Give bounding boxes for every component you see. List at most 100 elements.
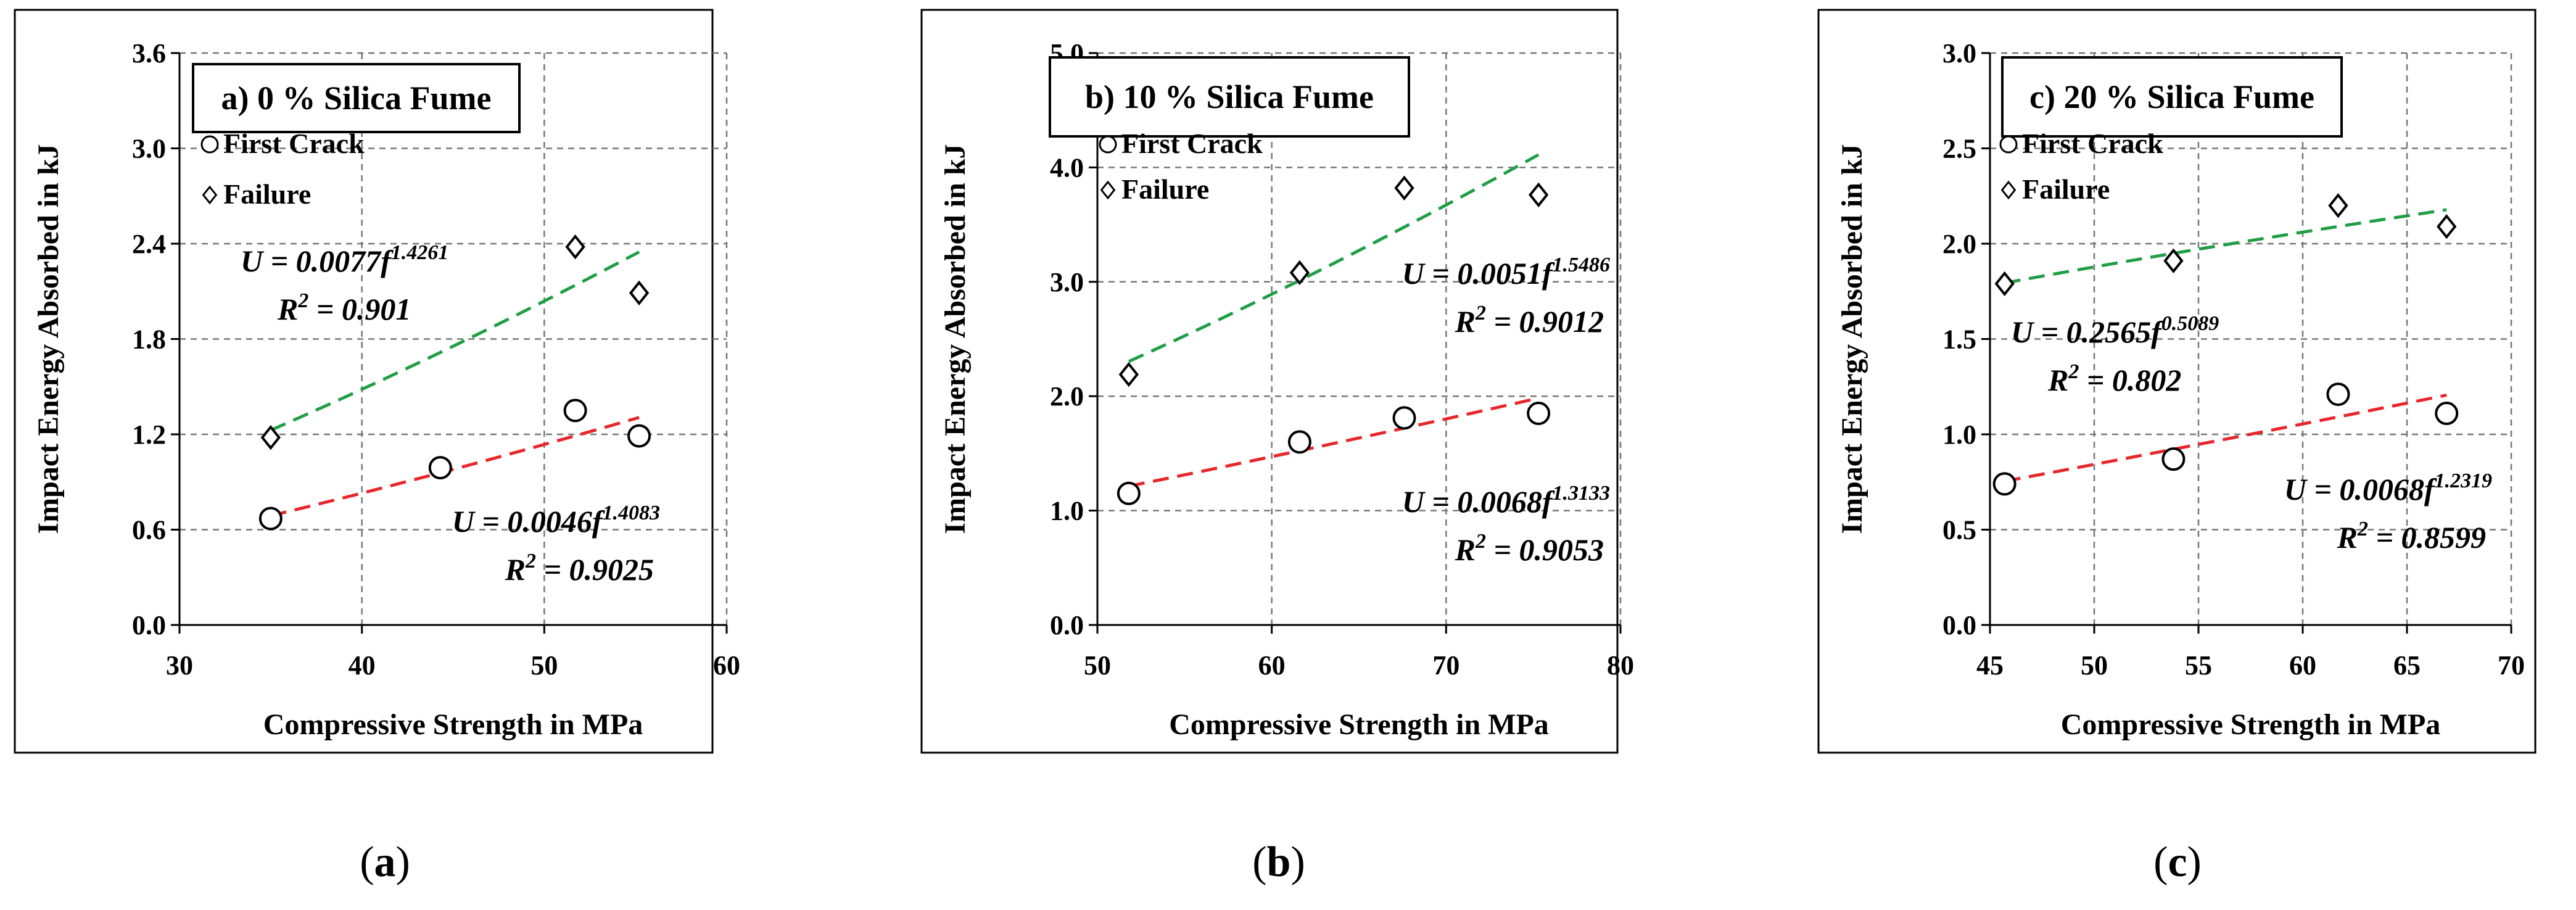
x-tick-label: 50 bbox=[2081, 650, 2108, 680]
y-tick-label: 3.0 bbox=[1050, 267, 1084, 297]
panel-title-box bbox=[192, 63, 521, 133]
x-axis-title: Compressive Strength in MPa bbox=[2061, 708, 2441, 741]
data-point bbox=[258, 507, 283, 531]
r-squared-first-crack: R2 = 0.8599 bbox=[2337, 518, 2486, 555]
y-tick-label: 0.5 bbox=[1942, 515, 1976, 545]
panel-title: a) 0 % Silica Fume bbox=[221, 80, 492, 117]
y-tick-label: 1.8 bbox=[132, 325, 166, 355]
x-tick-label: 50 bbox=[1084, 650, 1111, 680]
chart-frame bbox=[920, 9, 1619, 754]
legend-label-first-crack: First Crack bbox=[1121, 128, 1263, 159]
equation-failure: U = 0.0077f1.4261 bbox=[241, 241, 448, 278]
chart-frame bbox=[14, 9, 714, 754]
data-point bbox=[563, 399, 587, 423]
equation-first-crack: U = 0.0068f1.3133 bbox=[1402, 482, 1610, 519]
panel-title: b) 10 % Silica Fume bbox=[1085, 78, 1374, 115]
series-first-crack bbox=[258, 399, 651, 531]
data-point bbox=[2437, 213, 2457, 239]
legend-diamond-icon bbox=[1100, 180, 1116, 200]
y-tick-label: 3.6 bbox=[132, 38, 166, 68]
series-failure bbox=[1994, 192, 2457, 297]
legend-label-first-crack: First Crack bbox=[223, 128, 365, 159]
equation-first-crack: U = 0.0046f1.4083 bbox=[452, 502, 660, 539]
r-squared-failure: R2 = 0.9012 bbox=[1455, 302, 1604, 339]
x-tick-label: 30 bbox=[166, 650, 193, 680]
y-tick-label: 1.2 bbox=[132, 420, 166, 450]
y-tick-label: 2.0 bbox=[1942, 229, 1976, 259]
x-axis-title: Compressive Strength in MPa bbox=[1169, 708, 1549, 741]
legend-diamond-icon bbox=[2000, 180, 2017, 200]
data-point bbox=[1289, 260, 1310, 286]
data-point bbox=[1528, 182, 1549, 208]
data-point bbox=[565, 234, 585, 260]
equation-failure: U = 0.2565f0.5089 bbox=[2011, 312, 2219, 349]
r-squared-first-crack: R2 = 0.9053 bbox=[1455, 530, 1604, 567]
y-tick-label: 1.5 bbox=[1942, 325, 1976, 355]
x-tick-label: 55 bbox=[2185, 650, 2212, 680]
r-squared-failure: R2 = 0.901 bbox=[277, 289, 411, 326]
x-tick-label: 70 bbox=[2498, 650, 2525, 680]
data-point bbox=[1392, 406, 1416, 430]
equation-failure: U = 0.0051f1.5486 bbox=[1402, 254, 1610, 291]
data-point bbox=[2328, 192, 2348, 218]
charts-root: 0.0 0.6 1.2 1.8 2.4 3.0 3.6 30 40 50 60 Compressive… bbox=[14, 9, 2537, 886]
trendline-first-crack bbox=[1128, 396, 1539, 488]
trendline-failure bbox=[2004, 208, 2447, 285]
panel-caption: (a) bbox=[360, 838, 410, 886]
series-failure bbox=[260, 234, 650, 450]
y-tick-label: 2.0 bbox=[1050, 381, 1084, 412]
data-point bbox=[2326, 383, 2350, 407]
data-point bbox=[1287, 430, 1311, 454]
data-point bbox=[627, 424, 651, 448]
trendline-first-crack bbox=[2004, 393, 2447, 483]
x-tick-label: 60 bbox=[2289, 650, 2316, 680]
chart-panel-2: 0.0 0.5 1.0 1.5 2.0 2.5 3.0 45 50 55 60 65 70 Compres… bbox=[1817, 9, 2537, 886]
series-first-crack bbox=[1992, 383, 2459, 496]
x-tick-label: 60 bbox=[713, 650, 740, 680]
legend-circle-icon bbox=[1999, 135, 2018, 154]
trendline-first-crack bbox=[270, 416, 640, 518]
equation-first-crack: U = 0.0068f1.2319 bbox=[2284, 469, 2492, 507]
panel-caption: (b) bbox=[1252, 838, 1305, 886]
data-point bbox=[2161, 447, 2186, 471]
data-point bbox=[260, 424, 281, 450]
y-tick-label: 0.0 bbox=[132, 610, 166, 640]
y-tick-label: 1.0 bbox=[1050, 496, 1084, 526]
y-axis-title: Impact Energy Absorbed in kJ bbox=[1836, 144, 1868, 534]
data-point bbox=[629, 280, 650, 306]
x-tick-label: 70 bbox=[1432, 650, 1459, 680]
x-tick-label: 40 bbox=[349, 650, 376, 680]
x-axis-title: Compressive Strength in MPa bbox=[263, 708, 643, 741]
legend-diamond-icon bbox=[202, 185, 218, 205]
legend-label-failure: Failure bbox=[1121, 173, 1209, 205]
r-squared-first-crack: R2 = 0.9025 bbox=[505, 550, 654, 587]
data-point bbox=[1394, 175, 1414, 201]
series-failure bbox=[1118, 175, 1549, 387]
legend-label-failure: Failure bbox=[223, 178, 311, 210]
legend-circle-icon bbox=[200, 135, 219, 154]
legend-label-failure: Failure bbox=[2022, 173, 2110, 205]
y-tick-label: 3.0 bbox=[132, 134, 166, 164]
y-tick-label: 4.0 bbox=[1050, 152, 1084, 183]
panel-title-box bbox=[1049, 56, 1410, 138]
x-tick-label: 65 bbox=[2393, 650, 2421, 680]
y-tick-label: 3.0 bbox=[1942, 38, 1976, 68]
data-point bbox=[1117, 481, 1141, 505]
y-tick-label: 1.0 bbox=[1942, 420, 1976, 450]
trendline-failure bbox=[270, 250, 640, 432]
gridlines bbox=[1097, 52, 1622, 625]
data-point bbox=[1527, 402, 1551, 426]
y-tick-label: 2.5 bbox=[1942, 134, 1976, 164]
legend-label-first-crack: First Crack bbox=[2022, 128, 2163, 159]
panel-title: c) 20 % Silica Fume bbox=[2029, 78, 2314, 115]
chart-panel-0: 0.0 0.6 1.2 1.8 2.4 3.0 3.6 30 40 50 60 Compressive… bbox=[14, 9, 740, 886]
y-tick-label: 0.0 bbox=[1050, 610, 1084, 640]
x-tick-label: 50 bbox=[530, 650, 558, 680]
trendline-failure bbox=[1128, 153, 1540, 363]
data-point bbox=[1994, 271, 2015, 297]
x-tick-label: 60 bbox=[1258, 650, 1286, 680]
legend-circle-icon bbox=[1099, 135, 1117, 154]
y-tick-label: 2.4 bbox=[132, 229, 166, 259]
